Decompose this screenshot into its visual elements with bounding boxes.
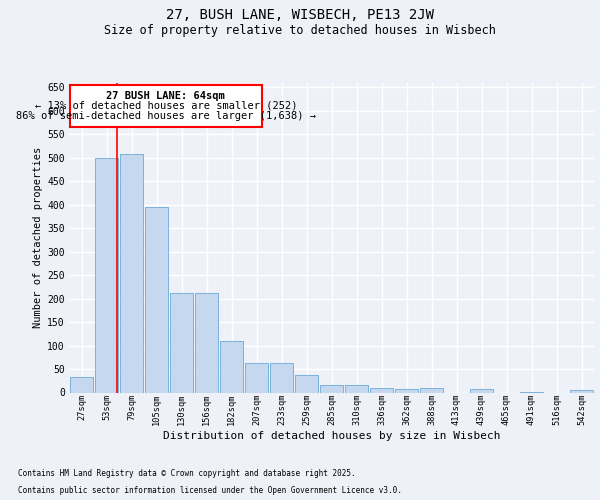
Text: 27 BUSH LANE: 64sqm: 27 BUSH LANE: 64sqm [107, 91, 225, 101]
Bar [295, 374, 318, 392]
Text: 86% of semi-detached houses are larger (1,638) →: 86% of semi-detached houses are larger (… [16, 110, 316, 120]
Text: Size of property relative to detached houses in Wisbech: Size of property relative to detached ho… [104, 24, 496, 37]
Bar [245, 363, 268, 392]
Y-axis label: Number of detached properties: Number of detached properties [33, 147, 43, 328]
Bar [270, 363, 293, 392]
Bar [345, 386, 368, 392]
Bar [120, 154, 143, 392]
Bar [70, 378, 93, 392]
Text: ← 13% of detached houses are smaller (252): ← 13% of detached houses are smaller (25… [35, 100, 297, 110]
Bar [320, 384, 343, 392]
Bar [95, 158, 118, 392]
Bar [145, 207, 168, 392]
X-axis label: Distribution of detached houses by size in Wisbech: Distribution of detached houses by size … [163, 431, 500, 441]
Text: Contains public sector information licensed under the Open Government Licence v3: Contains public sector information licen… [18, 486, 402, 495]
Bar [70, 85, 262, 127]
Bar [570, 390, 593, 392]
Bar [220, 341, 243, 392]
Bar [170, 293, 193, 392]
Bar [395, 389, 418, 392]
Text: 27, BUSH LANE, WISBECH, PE13 2JW: 27, BUSH LANE, WISBECH, PE13 2JW [166, 8, 434, 22]
Bar [370, 388, 393, 392]
Bar [195, 293, 218, 392]
Bar [470, 389, 493, 392]
Bar [420, 388, 443, 392]
Text: Contains HM Land Registry data © Crown copyright and database right 2025.: Contains HM Land Registry data © Crown c… [18, 468, 356, 477]
